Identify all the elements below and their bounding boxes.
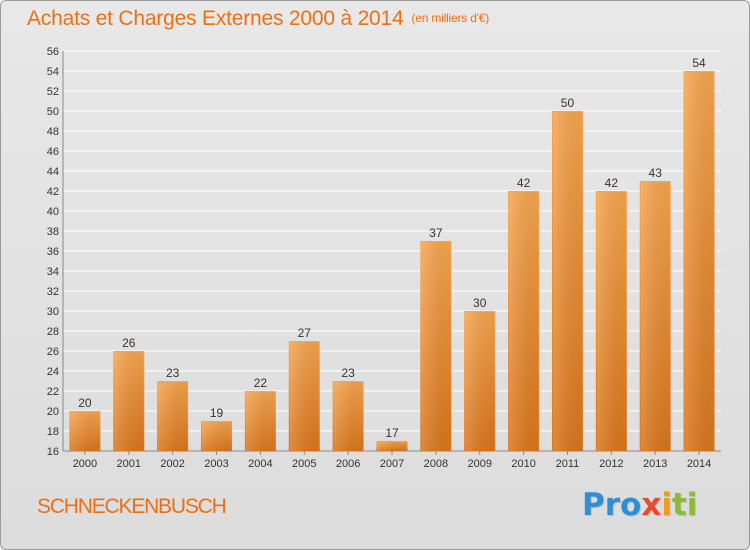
y-tick-label: 24 — [47, 366, 59, 378]
data-label: 19 — [210, 406, 224, 420]
y-tick-label: 56 — [47, 46, 59, 58]
x-tick-label: 2004 — [248, 458, 272, 470]
bar-shade — [596, 192, 626, 451]
data-label: 30 — [473, 296, 487, 310]
data-label: 42 — [605, 176, 619, 190]
y-tick-label: 38 — [47, 226, 59, 238]
y-tick-label: 26 — [47, 346, 59, 358]
x-tick-label: 2006 — [336, 458, 360, 470]
bar-shade — [509, 192, 539, 451]
logo-part-1: Pro — [582, 487, 642, 523]
x-tick-label: 2008 — [424, 458, 448, 470]
bar-shade — [465, 312, 495, 451]
data-label: 27 — [298, 326, 312, 340]
data-label: 20 — [78, 396, 92, 410]
x-tick-label: 2011 — [556, 458, 580, 470]
data-label: 23 — [166, 366, 180, 380]
bar-shade — [333, 382, 363, 451]
y-tick-label: 54 — [47, 66, 59, 78]
proxiti-logo: Proxiti — [582, 487, 697, 523]
y-tick-label: 40 — [47, 206, 59, 218]
x-tick-label: 2010 — [511, 458, 535, 470]
chart-title: Achats et Charges Externes 2000 à 2014 (e… — [27, 7, 489, 31]
x-tick-label: 2009 — [467, 458, 491, 470]
bar-shade — [158, 382, 188, 451]
bar-shade — [245, 392, 275, 451]
y-tick-label: 22 — [47, 386, 59, 398]
y-tick-label: 20 — [47, 406, 59, 418]
data-label: 42 — [517, 176, 531, 190]
bar-shade — [421, 242, 451, 451]
x-tick-label: 2005 — [292, 458, 316, 470]
bar-shade — [114, 352, 144, 451]
logo-part-3: i — [661, 487, 672, 523]
data-label: 23 — [341, 366, 355, 380]
data-label: 54 — [692, 56, 706, 70]
commune-name: SCHNECKENBUSCH — [37, 495, 227, 518]
logo-part-2: x — [641, 487, 662, 523]
bar-shade — [684, 72, 714, 451]
bar-shade — [289, 342, 319, 451]
bar-shade — [202, 422, 232, 451]
y-tick-label: 18 — [47, 426, 59, 438]
data-label: 37 — [429, 226, 443, 240]
data-label: 26 — [122, 336, 136, 350]
x-tick-label: 2002 — [160, 458, 184, 470]
x-tick-label: 2001 — [117, 458, 141, 470]
y-tick-label: 52 — [47, 86, 59, 98]
x-tick-label: 2012 — [599, 458, 623, 470]
x-tick-label: 2013 — [643, 458, 667, 470]
x-tick-label: 2003 — [204, 458, 228, 470]
bar-shade — [70, 412, 100, 451]
x-tick-label: 2000 — [73, 458, 97, 470]
bar-shade — [640, 182, 670, 451]
bar-shade — [377, 442, 407, 451]
chart-unit: (en milliers d'€) — [411, 11, 490, 25]
bar-shade — [552, 112, 582, 451]
chart-title-text: Achats et Charges Externes 2000 à 2014 — [27, 7, 404, 30]
y-tick-label: 28 — [47, 326, 59, 338]
y-tick-label: 42 — [47, 186, 59, 198]
y-tick-label: 48 — [47, 126, 59, 138]
y-tick-label: 36 — [47, 246, 59, 258]
y-tick-label: 16 — [47, 446, 59, 458]
y-tick-label: 44 — [47, 166, 59, 178]
data-label: 50 — [561, 96, 575, 110]
y-tick-label: 30 — [47, 306, 59, 318]
data-label: 43 — [649, 166, 663, 180]
x-tick-label: 2007 — [380, 458, 404, 470]
y-tick-label: 50 — [47, 106, 59, 118]
y-tick-label: 34 — [47, 266, 59, 278]
logo-part-4: ti — [671, 487, 698, 523]
data-label: 17 — [385, 426, 399, 440]
y-tick-label: 46 — [47, 146, 59, 158]
data-label: 22 — [254, 376, 268, 390]
x-tick-label: 2014 — [687, 458, 711, 470]
y-tick-label: 32 — [47, 286, 59, 298]
